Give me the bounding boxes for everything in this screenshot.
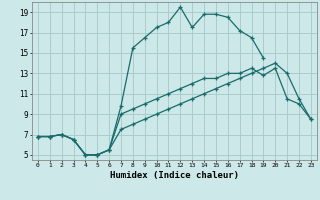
X-axis label: Humidex (Indice chaleur): Humidex (Indice chaleur) [110, 171, 239, 180]
